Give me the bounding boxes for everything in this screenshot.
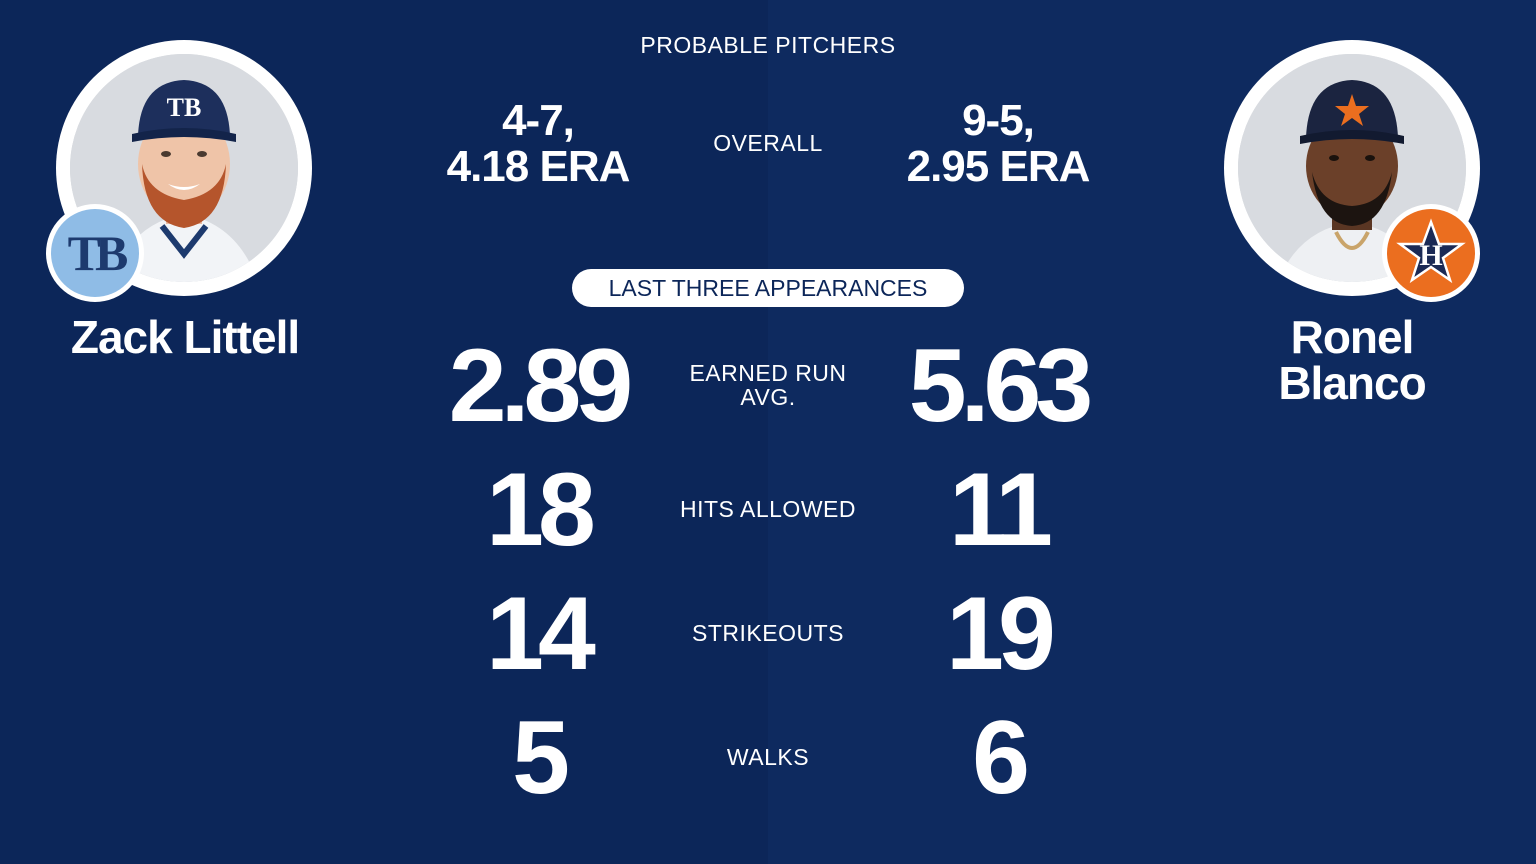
overall-label: OVERALL	[713, 130, 823, 156]
left-player-name: Zack Littell	[70, 311, 300, 363]
svg-text:H: H	[1419, 239, 1442, 272]
hits-allowed-label: HITS ALLOWED	[680, 496, 856, 522]
section-title-pill: LAST THREE APPEARANCES	[572, 269, 964, 307]
right-walks-value: 6	[972, 700, 1030, 816]
left-hits-value: 18	[486, 452, 596, 568]
page-title: PROBABLE PITCHERS	[640, 32, 896, 58]
astros-logo-icon: H	[1387, 209, 1475, 297]
era-label-line2: AVG.	[740, 384, 796, 410]
right-player-last-name: Blanco	[1278, 357, 1426, 409]
right-player-silhouette-icon	[1238, 54, 1466, 282]
left-team-badge: TB	[46, 204, 144, 302]
left-era-value: 2.89	[448, 328, 633, 444]
right-player-first-name: Ronel	[1290, 311, 1415, 363]
right-strikeouts-value: 19	[946, 576, 1056, 692]
left-overall-wl: 4-7,	[502, 96, 575, 145]
right-overall-record: 9-5, 2.95 ERA	[838, 98, 1158, 190]
era-label: EARNED RUN AVG.	[648, 361, 888, 409]
left-overall-record: 4-7, 4.18 ERA	[378, 98, 698, 190]
walks-label: WALKS	[726, 744, 810, 770]
strikeouts-label: STRIKEOUTS	[692, 620, 844, 646]
left-walks-value: 5	[512, 700, 570, 816]
left-overall-era: 4.18 ERA	[446, 142, 631, 191]
right-player-portrait	[1224, 40, 1480, 296]
right-player-name: Ronel Blanco	[1206, 314, 1498, 406]
rays-logo-icon: TB	[51, 209, 139, 297]
right-overall-era: 2.95 ERA	[906, 142, 1091, 191]
right-team-badge: H	[1382, 204, 1480, 302]
right-era-value: 5.63	[908, 328, 1093, 444]
rays-logo-text: TB	[67, 225, 129, 281]
astros-star-icon: H	[1396, 218, 1466, 284]
right-hits-value: 11	[949, 452, 1053, 568]
left-player-portrait: TB	[56, 40, 312, 296]
right-overall-wl: 9-5,	[962, 96, 1035, 145]
svg-text:TB: TB	[167, 93, 202, 122]
era-label-line1: EARNED RUN	[689, 360, 847, 386]
left-strikeouts-value: 14	[486, 576, 596, 692]
